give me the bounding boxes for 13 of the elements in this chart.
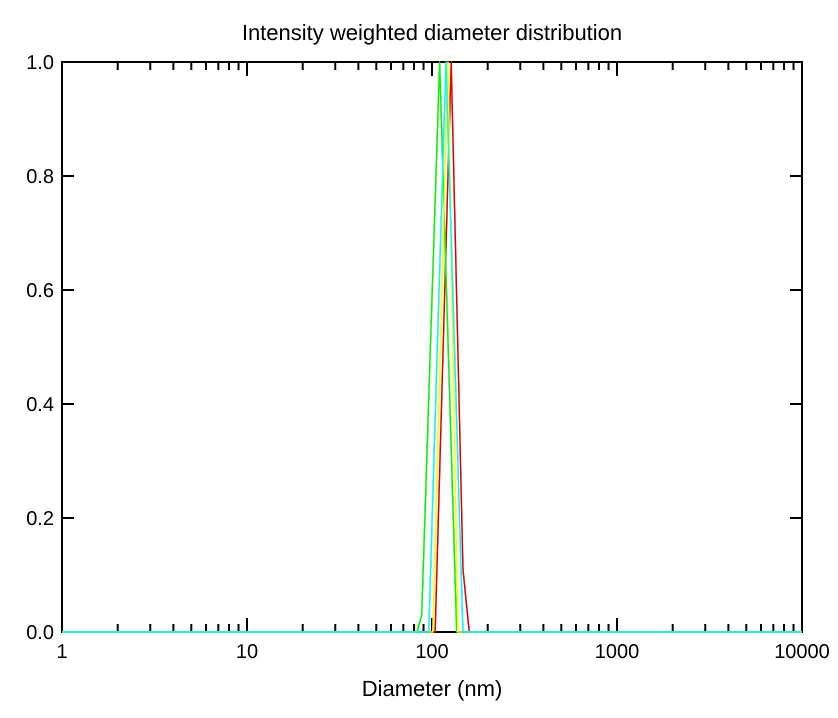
y-tick-label: 0.0 xyxy=(26,622,54,644)
x-axis-title: Diameter (nm) xyxy=(362,676,502,701)
chart-title: Intensity weighted diameter distribution xyxy=(242,20,622,45)
x-tick-label: 10000 xyxy=(774,641,830,663)
y-tick-label: 0.8 xyxy=(26,166,54,188)
y-tick-label: 0.2 xyxy=(26,508,54,530)
x-tick-label: 1 xyxy=(56,641,68,663)
x-tick-label: 100 xyxy=(415,641,449,663)
x-tick-label: 1000 xyxy=(594,641,640,663)
y-tick-label: 0.4 xyxy=(26,394,54,416)
y-tick-label: 0.6 xyxy=(26,280,54,302)
y-tick-label: 1.0 xyxy=(26,52,54,74)
x-tick-label: 10 xyxy=(236,641,258,663)
